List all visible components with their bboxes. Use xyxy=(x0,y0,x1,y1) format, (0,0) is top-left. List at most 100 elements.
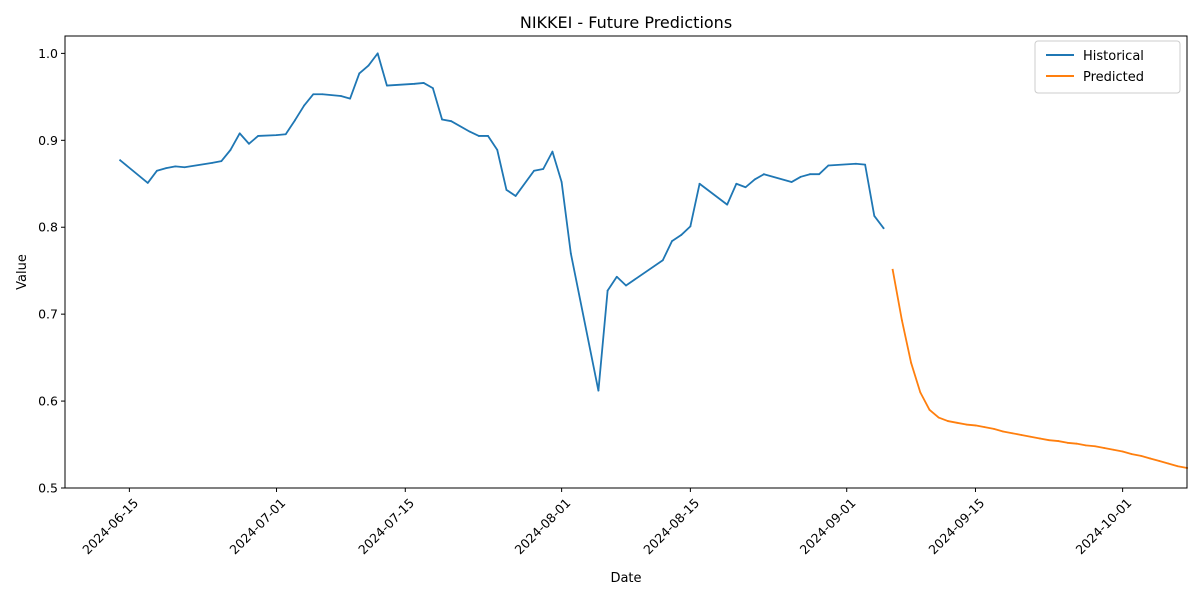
data-point-historical xyxy=(873,215,876,217)
y-tick-label: 0.5 xyxy=(38,481,58,496)
data-point-historical xyxy=(753,178,756,181)
data-point-predicted xyxy=(1176,465,1179,468)
data-point-predicted xyxy=(965,423,968,426)
data-point-historical xyxy=(542,168,545,170)
data-point-predicted xyxy=(1057,440,1060,442)
data-point-historical xyxy=(211,162,214,164)
data-point-predicted xyxy=(1011,432,1014,435)
data-point-historical xyxy=(156,169,158,172)
data-point-historical xyxy=(468,130,471,133)
data-point-historical xyxy=(735,182,738,185)
data-point-predicted xyxy=(1020,434,1023,436)
legend-label-predicted: Predicted xyxy=(1083,70,1144,85)
data-point-historical xyxy=(312,93,315,96)
data-point-predicted xyxy=(1066,441,1069,444)
data-point-historical xyxy=(146,182,149,184)
legend: Historical Predicted xyxy=(1034,40,1181,94)
data-point-historical xyxy=(606,289,609,292)
data-point-predicted xyxy=(1075,442,1078,445)
data-point-historical xyxy=(864,163,867,166)
data-point-predicted xyxy=(1038,437,1041,440)
plot-frame xyxy=(64,35,1188,489)
data-point-predicted xyxy=(974,424,977,427)
data-point-historical xyxy=(248,142,250,145)
y-tick-label: 0.9 xyxy=(38,133,58,148)
data-point-historical xyxy=(818,173,821,176)
data-point-predicted xyxy=(1167,462,1170,465)
data-point-predicted xyxy=(1084,444,1087,447)
data-point-predicted xyxy=(1130,453,1133,455)
legend-label-historical: Historical xyxy=(1083,49,1144,64)
data-point-historical xyxy=(220,160,223,163)
data-point-historical xyxy=(661,259,664,262)
data-point-historical xyxy=(441,118,443,121)
data-point-historical xyxy=(450,120,453,123)
data-point-historical xyxy=(514,195,517,197)
data-point-historical xyxy=(744,186,747,189)
y-tick-label: 0.7 xyxy=(38,307,58,322)
data-point-historical xyxy=(625,284,627,287)
data-point-historical xyxy=(671,240,673,243)
data-point-predicted xyxy=(928,408,931,411)
data-point-predicted xyxy=(1094,445,1096,448)
data-point-historical xyxy=(284,133,287,136)
data-point-historical xyxy=(119,159,122,162)
data-point-predicted xyxy=(1103,447,1106,449)
data-point-historical xyxy=(413,82,416,85)
x-axis-title: Date xyxy=(610,571,641,586)
data-point-historical xyxy=(689,225,692,228)
data-point-historical xyxy=(385,84,388,87)
data-point-predicted xyxy=(901,319,903,322)
data-point-historical xyxy=(615,275,618,278)
data-point-historical xyxy=(882,227,885,230)
data-point-historical xyxy=(275,134,278,136)
data-point-predicted xyxy=(1121,450,1124,453)
data-point-historical xyxy=(183,166,186,169)
data-point-historical xyxy=(487,135,489,137)
data-point-historical xyxy=(294,119,296,122)
data-point-predicted xyxy=(910,361,912,364)
data-point-predicted xyxy=(983,426,986,429)
data-point-predicted xyxy=(1149,457,1152,460)
data-point-historical xyxy=(799,175,802,178)
data-point-predicted xyxy=(956,421,958,424)
data-point-historical xyxy=(496,148,499,151)
data-point-historical xyxy=(358,72,361,75)
y-axis-title: Value xyxy=(15,254,30,290)
data-point-historical xyxy=(431,87,434,90)
data-point-predicted xyxy=(937,416,940,419)
data-point-historical xyxy=(303,104,306,107)
y-tick-label: 0.6 xyxy=(38,394,58,409)
data-point-historical xyxy=(597,389,600,392)
data-point-predicted xyxy=(992,427,995,430)
data-point-historical xyxy=(698,182,701,185)
data-point-predicted xyxy=(1112,448,1115,451)
data-point-predicted xyxy=(891,268,894,271)
data-point-historical xyxy=(422,82,425,84)
data-point-historical xyxy=(827,164,830,167)
data-point-predicted xyxy=(1002,430,1004,433)
data-point-historical xyxy=(477,135,480,137)
data-point-historical xyxy=(229,148,232,151)
data-point-historical xyxy=(790,181,793,183)
data-point-historical xyxy=(257,135,260,137)
data-point-predicted xyxy=(1029,435,1032,438)
chart-title: NIKKEI - Future Predictions xyxy=(520,13,732,32)
series-layer xyxy=(118,52,1189,470)
data-point-predicted xyxy=(1158,460,1161,462)
data-point-historical xyxy=(680,234,683,236)
data-point-historical xyxy=(505,188,508,191)
data-point-historical xyxy=(809,173,811,176)
y-tick-label: 0.8 xyxy=(38,220,58,235)
data-point-historical xyxy=(726,203,729,206)
data-point-predicted xyxy=(1048,439,1050,442)
data-point-historical xyxy=(340,95,342,97)
data-point-historical xyxy=(376,52,379,55)
y-tick-label: 1.0 xyxy=(38,46,58,61)
data-point-historical xyxy=(367,64,370,67)
data-point-predicted xyxy=(919,391,922,394)
data-point-historical xyxy=(165,167,168,170)
data-point-historical xyxy=(321,93,324,96)
